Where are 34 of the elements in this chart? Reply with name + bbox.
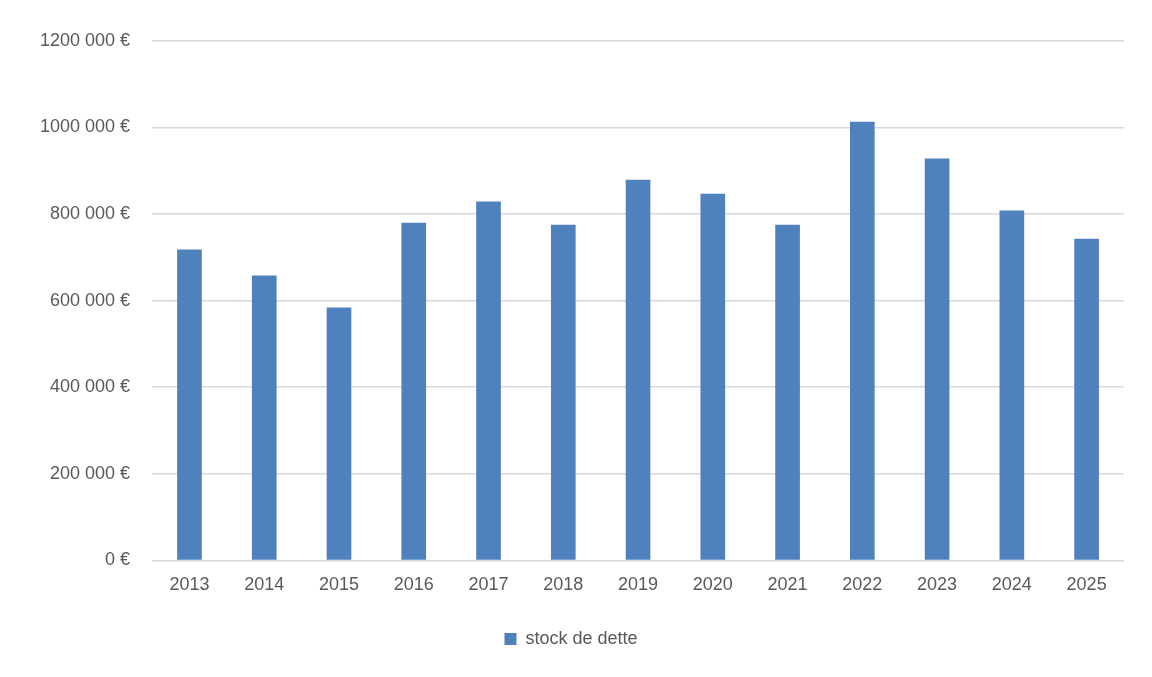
- bar: [700, 193, 726, 560]
- x-tick-label: 2018: [543, 574, 584, 595]
- x-tick-label: 2021: [767, 574, 808, 595]
- y-tick-label: 0 €: [105, 549, 131, 570]
- bar: [476, 201, 501, 560]
- bar: [625, 179, 651, 560]
- bar: [775, 224, 800, 560]
- bar: [550, 224, 576, 560]
- y-tick-label: 800 000 €: [50, 202, 131, 223]
- x-tick-label: 2020: [692, 574, 733, 595]
- legend-label: stock de dette: [525, 627, 638, 648]
- x-tick-label: 2015: [318, 574, 360, 595]
- bar: [177, 249, 202, 560]
- x-tick-label: 2016: [393, 574, 434, 595]
- y-tick-label: 1200 000 €: [39, 29, 131, 50]
- y-tick-label: 200 000 €: [50, 462, 131, 483]
- x-tick-label: 2022: [842, 574, 883, 595]
- x-tick-label: 2023: [917, 574, 958, 595]
- bar: [251, 275, 277, 560]
- bar: [999, 210, 1025, 560]
- x-tick-label: 2017: [468, 574, 509, 595]
- y-tick-label: 1000 000 €: [39, 116, 131, 137]
- x-tick-label: 2025: [1066, 574, 1107, 595]
- y-tick-label: 600 000 €: [50, 289, 131, 310]
- x-tick-label: 2013: [169, 574, 210, 595]
- x-tick-label: 2019: [618, 574, 659, 595]
- bar: [326, 307, 352, 560]
- x-tick-label: 2024: [991, 574, 1032, 595]
- bar: [850, 121, 875, 560]
- bar: [1074, 238, 1099, 560]
- bar: [924, 158, 950, 560]
- y-tick-label: 400 000 €: [50, 376, 131, 397]
- x-tick-label: 2014: [244, 574, 285, 595]
- bar: [401, 222, 427, 560]
